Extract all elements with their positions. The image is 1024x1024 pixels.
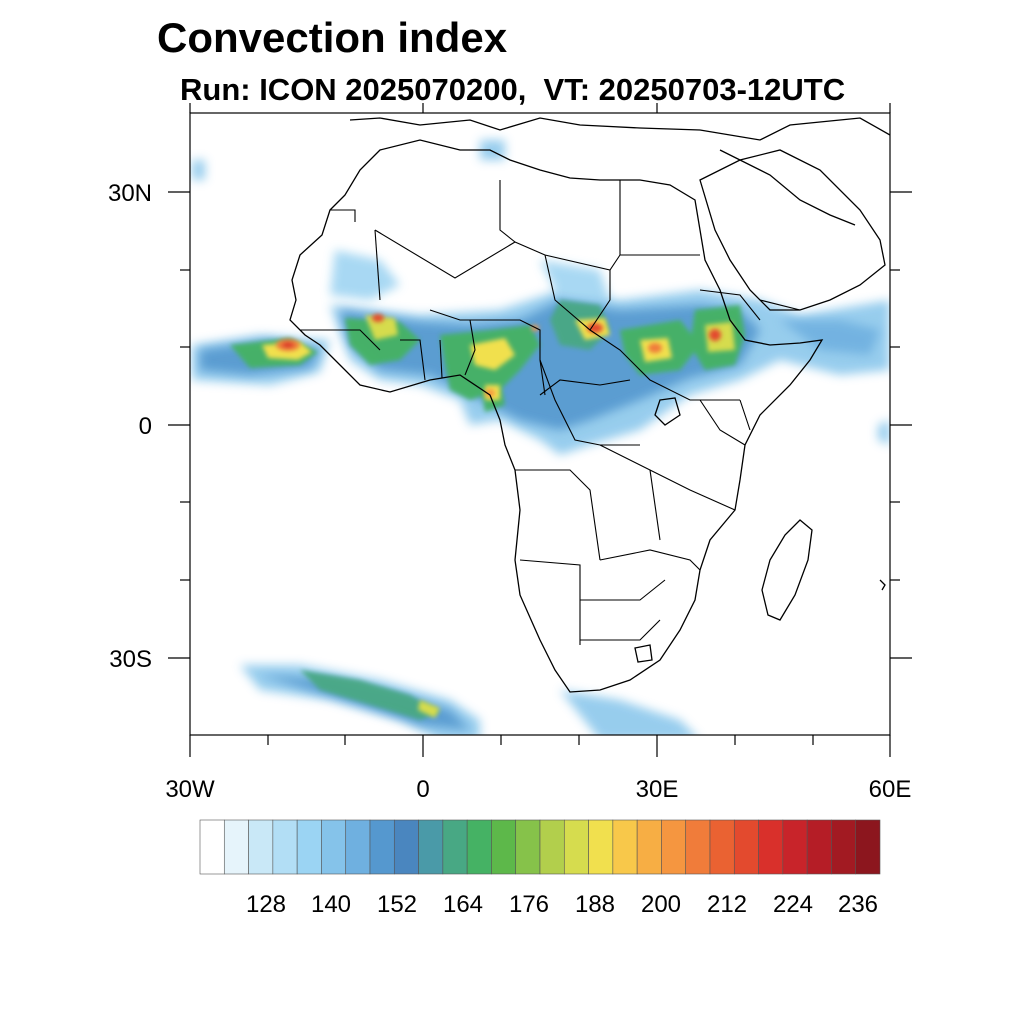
colorbar-swatch bbox=[588, 819, 614, 875]
colorbar-swatch bbox=[199, 819, 225, 875]
colorbar-swatch bbox=[369, 819, 395, 875]
colorbar-label: 176 bbox=[509, 891, 549, 918]
colorbar-swatch bbox=[345, 819, 371, 875]
y-tick-label-30s: 30S bbox=[109, 646, 152, 673]
colorbar-swatch bbox=[733, 819, 759, 875]
country-borders bbox=[300, 180, 801, 645]
colorbar-swatch bbox=[612, 819, 638, 875]
colorbar-label: 140 bbox=[311, 891, 351, 918]
x-tick-label-0: 0 bbox=[416, 776, 429, 803]
colorbar-swatch bbox=[272, 819, 298, 875]
colorbar-swatch bbox=[321, 819, 347, 875]
colorbar-label: 188 bbox=[575, 891, 615, 918]
colorbar-swatch bbox=[636, 819, 662, 875]
colorbar-label: 128 bbox=[246, 891, 286, 918]
colorbar-labels: 128 140 152 164 176 188 200 212 224 236 bbox=[246, 891, 878, 918]
colorbar-swatch bbox=[782, 819, 808, 875]
colorbar-label: 152 bbox=[377, 891, 417, 918]
colorbar-label: 200 bbox=[641, 891, 681, 918]
y-tick-label-30n: 30N bbox=[108, 180, 152, 207]
colorbar-swatch bbox=[248, 819, 274, 875]
colorbar-label: 224 bbox=[773, 891, 813, 918]
colorbar-swatch bbox=[491, 819, 517, 875]
colorbar-swatch bbox=[806, 819, 832, 875]
colorbar-swatch bbox=[685, 819, 711, 875]
colorbar-swatch bbox=[855, 819, 881, 875]
x-axis-ticks bbox=[189, 735, 891, 757]
colorbar-swatch bbox=[758, 819, 784, 875]
y-tick-label-0: 0 bbox=[139, 413, 152, 440]
colorbar-swatch bbox=[296, 819, 322, 875]
colorbar-swatch bbox=[709, 819, 735, 875]
colorbar-swatch bbox=[418, 819, 444, 875]
x-tick-label-60e: 60E bbox=[869, 776, 912, 803]
colorbar-swatch bbox=[515, 819, 541, 875]
colorbar-swatch bbox=[539, 819, 565, 875]
y-axis-ticks bbox=[168, 103, 912, 659]
colorbar-swatch bbox=[442, 819, 468, 875]
map-title: Convection index bbox=[157, 14, 508, 61]
x-tick-label-30w: 30W bbox=[165, 776, 215, 803]
x-tick-label-30e: 30E bbox=[636, 776, 679, 803]
colorbar-label: 236 bbox=[838, 891, 878, 918]
colorbar-swatch bbox=[466, 819, 492, 875]
colorbar-swatch bbox=[563, 819, 589, 875]
colorbar-swatch bbox=[223, 819, 249, 875]
colorbar-label: 212 bbox=[707, 891, 747, 918]
colorbar bbox=[199, 819, 881, 875]
colorbar-swatch bbox=[393, 819, 419, 875]
colorbar-swatch bbox=[831, 819, 857, 875]
map-frame bbox=[189, 112, 891, 736]
map-subtitle: Run: ICON 2025070200, VT: 20250703-12UTC bbox=[180, 72, 846, 107]
colorbar-label: 164 bbox=[443, 891, 483, 918]
colorbar-swatch bbox=[661, 819, 687, 875]
convection-field bbox=[192, 140, 890, 735]
